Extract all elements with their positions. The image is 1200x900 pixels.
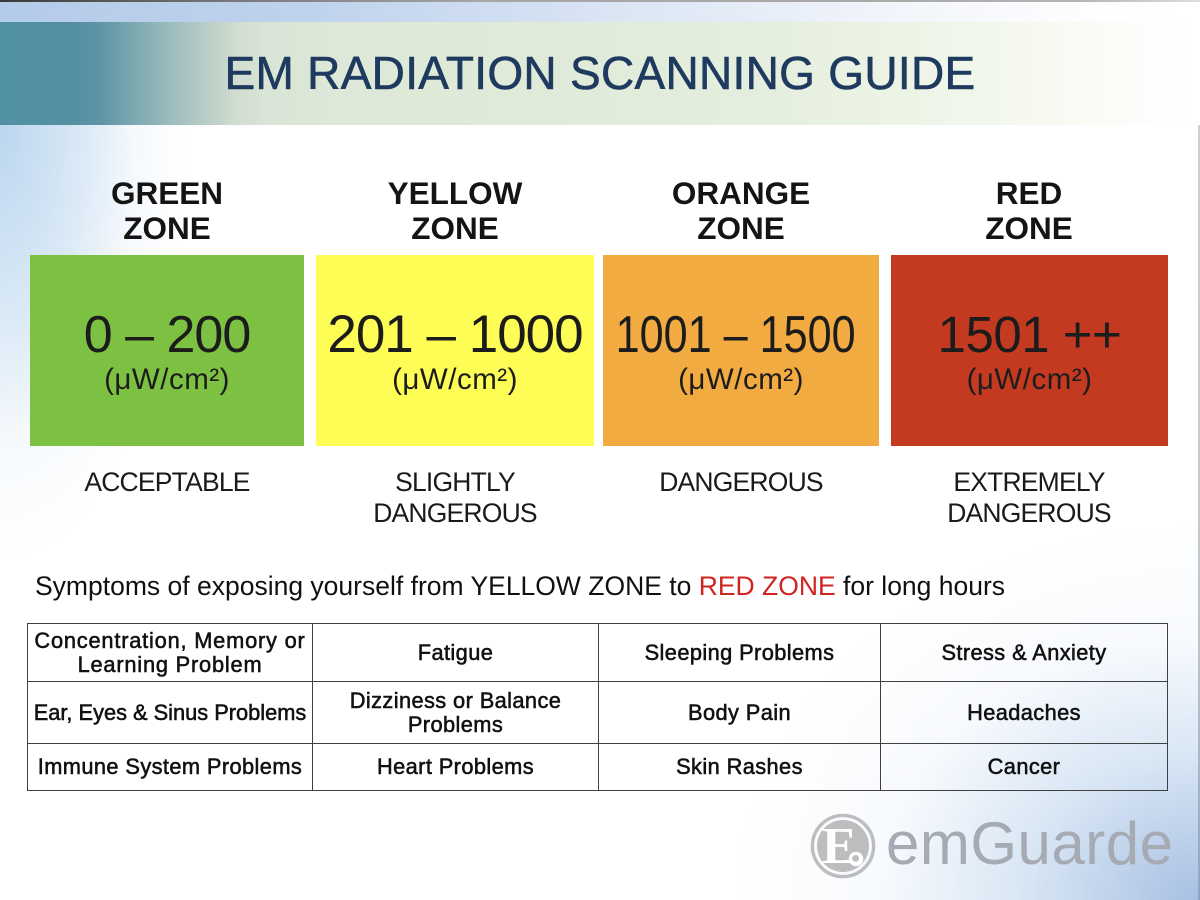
svg-text:E: E: [822, 818, 857, 875]
